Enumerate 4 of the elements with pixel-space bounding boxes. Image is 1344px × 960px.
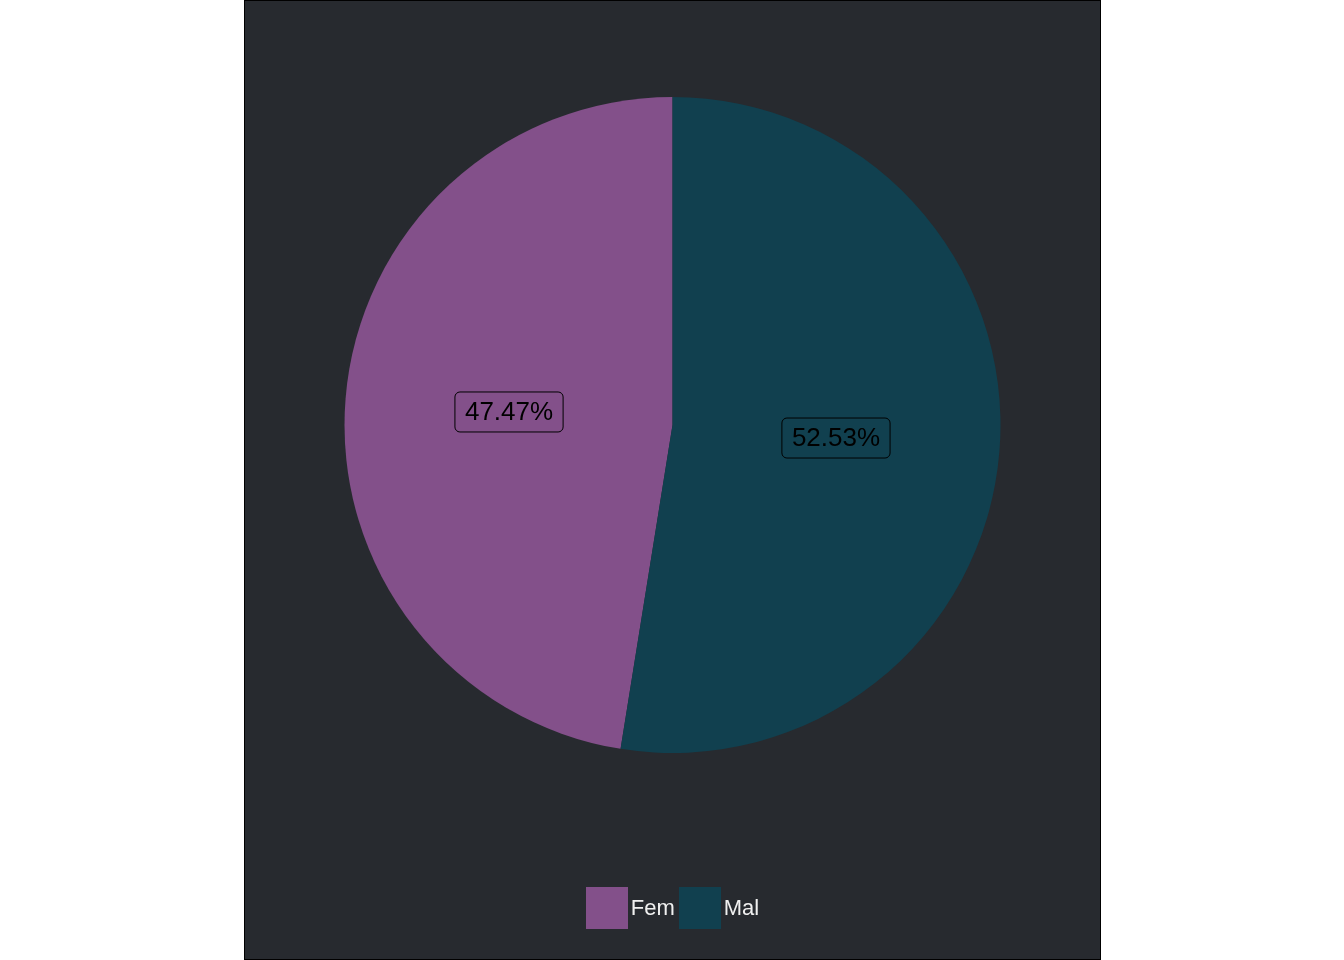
legend-label: Mal <box>723 895 760 921</box>
data-label: 52.53% <box>791 422 881 453</box>
legend-label: Fem <box>630 895 675 921</box>
data-label: 47.47% <box>464 396 554 427</box>
